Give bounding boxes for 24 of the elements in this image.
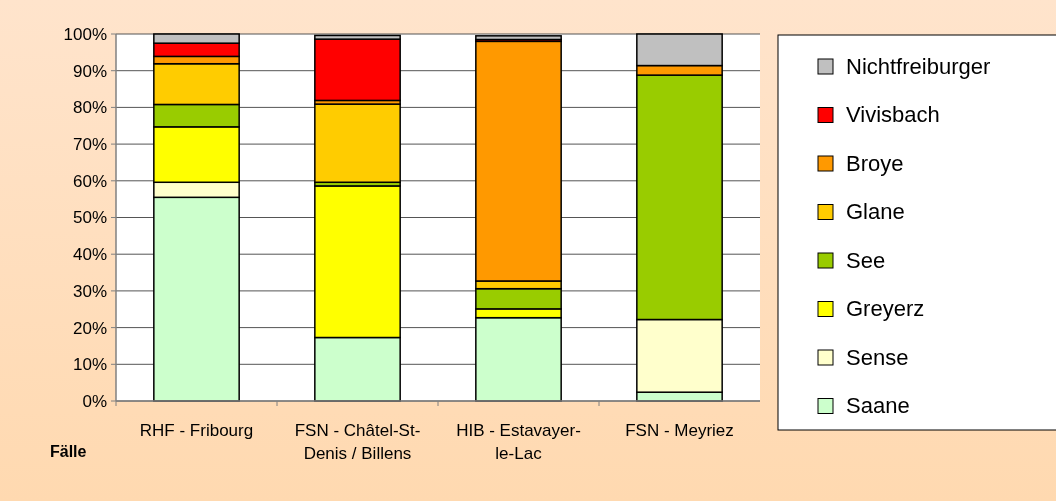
y-tick-label: 20% xyxy=(72,318,107,338)
y-tick-label: 70% xyxy=(72,135,107,155)
y-tick-label: 10% xyxy=(72,355,107,375)
y-tick-label: 100% xyxy=(63,24,107,44)
y-tick-label: 80% xyxy=(72,98,107,118)
y-tick-label: 40% xyxy=(72,245,107,265)
legend-label: Greyerz xyxy=(846,296,925,322)
y-tick-label: 50% xyxy=(72,208,107,228)
y-tick-label: 90% xyxy=(72,61,107,81)
y-tick-label: 30% xyxy=(72,281,107,301)
y-tick-label: 60% xyxy=(72,171,107,191)
legend-label: Sense xyxy=(846,344,909,370)
legend-label: Glane xyxy=(846,199,905,225)
x-tick-label: FSN - Meyriez xyxy=(625,421,734,440)
x-tick-label: RHF - Fribourg xyxy=(139,421,254,440)
x-tick-label: HIB - Estavayer-le-Lac xyxy=(456,421,581,463)
legend-label: Vivisbach xyxy=(846,102,940,128)
x-axis-title: Fälle xyxy=(50,443,87,460)
x-tick-label: FSN - Châtel-St-Denis / Billens xyxy=(294,421,421,463)
y-tick-label: 0% xyxy=(82,391,107,411)
legend-label: Saane xyxy=(846,393,910,419)
legend-label: Broye xyxy=(846,150,904,176)
legend-label: See xyxy=(846,247,886,273)
legend-label: Nichtfreiburger xyxy=(846,53,991,79)
